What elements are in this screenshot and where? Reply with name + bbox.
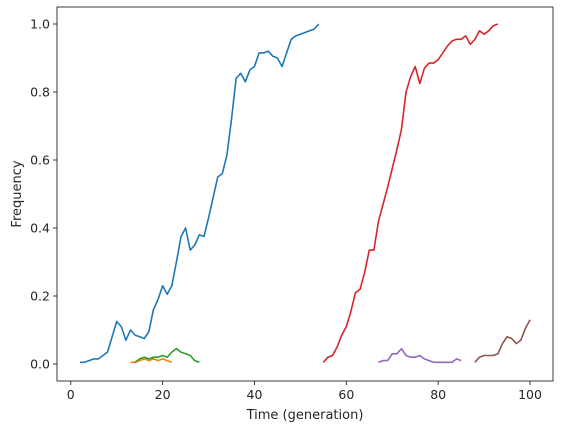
series-line-4: [322, 23, 499, 363]
plot-area: [56, 6, 554, 382]
x-tick-label: 80: [430, 387, 446, 402]
y-tick-label: 0.0: [30, 357, 50, 372]
x-tick-label: 100: [518, 387, 542, 402]
y-tick-label: 0.6: [30, 153, 50, 168]
x-axis-ticks: 0 20 40 60 80 100: [67, 381, 542, 402]
y-axis-ticks: 0.0 0.2 0.4 0.6 0.8 1.0: [30, 17, 57, 372]
x-axis-label: Time (generation): [246, 408, 364, 423]
series-line-6: [474, 319, 531, 363]
series-line-1: [79, 23, 320, 364]
series-line-5: [378, 347, 462, 364]
y-tick-label: 0.8: [30, 85, 50, 100]
y-tick-label: 1.0: [30, 17, 50, 32]
series-line-3: [134, 347, 200, 364]
x-tick-label: 20: [155, 387, 171, 402]
x-tick-label: 40: [247, 387, 263, 402]
series-lines: [79, 23, 531, 364]
y-tick-label: 0.4: [30, 221, 50, 236]
y-tick-label: 0.2: [30, 289, 50, 304]
x-tick-label: 60: [338, 387, 354, 402]
x-tick-label: 0: [67, 387, 75, 402]
y-axis-label: Frequency: [10, 160, 25, 227]
